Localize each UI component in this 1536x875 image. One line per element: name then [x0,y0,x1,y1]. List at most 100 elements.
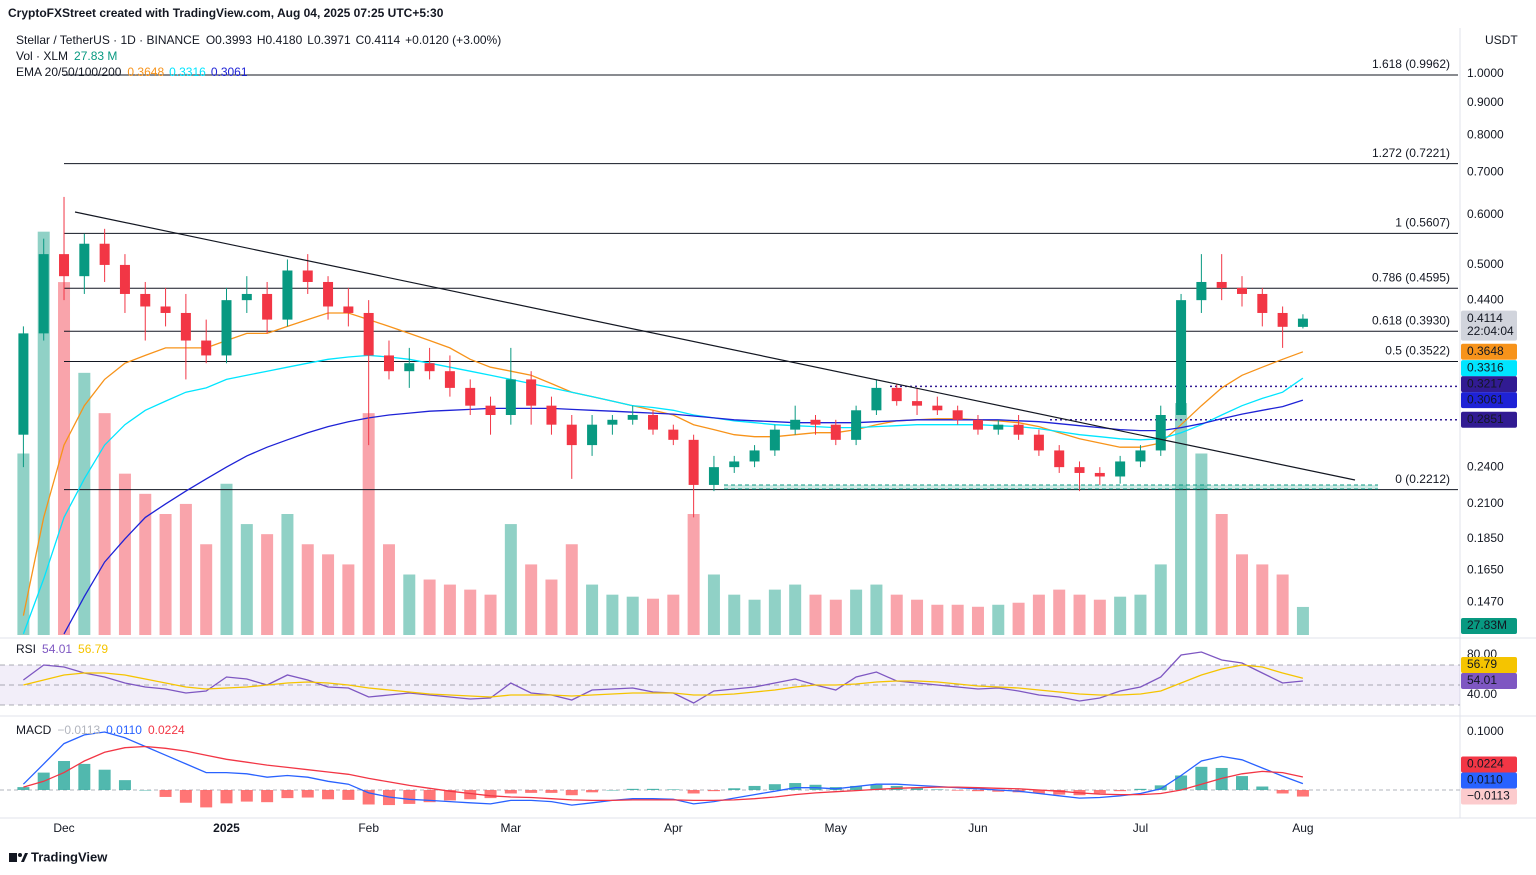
candle-body [241,293,252,301]
price-tag: 0.2851 [1467,412,1504,426]
price-tag: 0.0110 [1467,773,1503,787]
y-tick-label: 0.9000 [1467,95,1504,109]
histogram-bar [443,789,456,801]
fib-label: 1.618 (0.9962) [1372,57,1450,71]
volume-bar [850,589,863,635]
x-tick-label: Dec [53,821,74,835]
histogram-bar [362,789,375,805]
candle-body [485,405,496,416]
tag-bg [1461,376,1517,393]
tag-bg [1461,672,1517,689]
y-tick-label: 0.6000 [1467,207,1504,221]
volume-bar [179,503,192,635]
price-tag: 0.3061 [1467,392,1504,406]
tag-bg [1461,310,1517,341]
histogram-bar [484,789,497,799]
volume-bar [78,372,91,635]
fib-label: 1.272 (0.7221) [1372,146,1450,160]
series-line [63,399,1304,635]
histogram-bar [240,789,253,802]
candle-body [729,461,740,468]
y-tick-label: 0.2400 [1467,459,1504,473]
ohlc: H0.4180 [257,33,303,47]
support-zone [724,485,1378,489]
candle-body [444,371,455,388]
trendline [74,211,1356,481]
currency: USDT [1485,33,1518,47]
x-tick-label: Aug [1292,821,1313,835]
volume-bar [565,544,578,635]
macd-title: MACD [16,723,52,737]
symbol: Stellar / TetherUS · 1D · BINANCE [16,33,200,47]
candle-body [323,281,334,307]
volume-bar [829,599,842,635]
histogram-bar [748,785,761,790]
x-tick-label: Jun [968,821,987,835]
price-tag: 0.3648 [1467,344,1504,358]
x-tick-label: Jul [1133,821,1148,835]
y-tick-label: 0.2100 [1467,496,1504,510]
volume-bar [443,584,456,635]
volume-bar [931,604,944,635]
histogram-bar [768,784,781,790]
histogram-bar [464,789,477,800]
volume-bar [1012,602,1025,635]
x-tick-label: Mar [501,821,522,835]
histogram-bar [1296,789,1309,797]
candle-body [566,424,577,446]
histogram-bar [504,789,517,794]
logo-mark [9,853,17,862]
histogram-bar [951,789,964,791]
histogram-bar [1236,776,1248,790]
histogram-bar [626,788,639,790]
logo-mark [21,853,28,862]
candle-body [505,379,516,416]
tag-bg [1461,756,1517,773]
tag-bg [1461,788,1517,805]
y-tick-label: 0.5000 [1467,257,1504,271]
legend-line: Stellar / TetherUS · 1D · BINANCE O0.3993… [16,33,501,47]
volume-bar [240,524,253,635]
volume-bar [139,493,152,635]
candle-body [1257,293,1268,313]
volume-bar [586,584,599,635]
rsi-title: RSI [16,642,36,656]
fib-label: 0 (0.2212) [1395,472,1450,486]
y-tick-label: 0.1000 [1467,724,1504,738]
histogram-bar [606,789,619,791]
legend-line: Vol · XLM 27.83 M [16,49,117,63]
candle-body [972,419,983,430]
volume-bar [809,594,822,635]
volume-bar [890,594,903,635]
volume-bar [768,589,781,635]
candle-body [1277,312,1288,327]
histogram-bar [586,789,599,793]
volume-bar [220,483,233,635]
candle-body [1196,281,1207,301]
candle-body [790,419,801,430]
x-tick-label: Apr [664,821,683,835]
volume-bar [626,596,639,635]
histogram-bar [1093,789,1106,794]
tag-bg [1461,618,1517,634]
volume-bar [1053,589,1066,635]
candle-body [465,387,476,406]
candle-body [1155,415,1166,451]
candle-body [627,415,638,420]
volume-bar [98,413,111,635]
candle-body [1237,287,1247,294]
histogram-bar [281,789,294,799]
rsi-value: 54.01 [42,642,72,656]
candle-body [1115,461,1126,477]
candle-body [607,419,618,425]
price-tag: 0.4114 [1467,311,1503,325]
legend-line: EMA 20/50/100/200 0.3648 0.3316 0.3061 [16,65,248,79]
y-tick-label: 0.1650 [1467,563,1504,577]
volume-bar [728,594,741,635]
histogram-bar [78,763,91,790]
y-tick-label: 1.0000 [1467,66,1504,80]
countdown: 22:04:04 [1467,324,1514,338]
ema-value: 0.3648 [127,65,164,79]
histogram-bar [1276,789,1289,794]
